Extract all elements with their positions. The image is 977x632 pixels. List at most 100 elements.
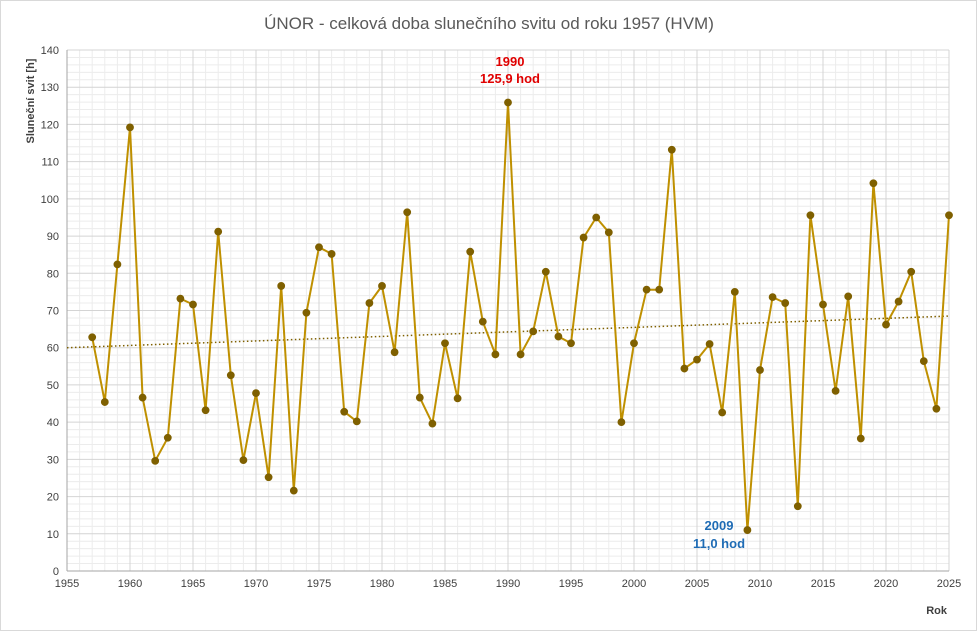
data-point [277,282,286,290]
data-point [226,371,235,380]
x-axis-title: Rok [926,605,948,617]
data-point [289,486,298,495]
x-tick-label: 1965 [181,578,205,590]
data-point [554,332,563,341]
y-tick-label: 100 [41,194,59,206]
data-point [680,364,689,373]
data-point [201,406,210,415]
y-tick-label: 50 [47,380,59,392]
x-tick-labels: 1955 1960 1965 1970 1975 1980 1985 1990 1995 2000… [55,578,961,590]
y-tick-label: 40 [47,417,59,429]
data-point [138,393,147,402]
data-point [806,211,815,220]
x-tick-label: 2020 [874,578,898,590]
data-point [768,293,777,302]
x-tick-label: 1970 [244,578,268,590]
x-tick-label: 1975 [307,578,331,590]
trendline-line [66,315,950,349]
data-point [491,350,500,359]
x-tick-label: 2010 [748,578,772,590]
data-point [869,179,878,188]
data-point [541,267,550,276]
y-tick-labels: 0 10 20 30 40 50 60 70 80 90 100 110 120 130 140 [41,45,59,578]
data-point [516,350,525,359]
data-point [693,355,701,364]
y-tick-label: 140 [41,45,59,57]
major-gridlines [66,49,950,572]
x-tick-label: 2005 [685,578,709,590]
data-point [163,433,172,442]
y-tick-label: 30 [47,454,59,466]
data-point [756,366,764,374]
y-axis-title: Sluneční svit [h] [25,58,37,143]
y-tick-label: 90 [47,231,59,243]
data-point [819,300,827,309]
x-tick-label: 1990 [496,578,520,590]
data-point [567,339,575,348]
data-point [882,320,890,329]
data-point [743,526,752,534]
data-point [100,398,109,406]
data-point [365,299,374,307]
data-point [252,389,260,398]
data-point [730,287,739,296]
y-tick-label: 80 [47,268,59,280]
y-tick-label: 0 [53,566,59,578]
x-tick-label: 2025 [937,578,961,590]
axes [66,50,949,572]
data-point [504,98,512,107]
y-tick-label: 120 [41,119,59,131]
x-tick-label: 1980 [370,578,394,590]
data-point [630,339,638,348]
x-tick-label: 1960 [118,578,142,590]
data-point [592,213,601,222]
data-point [579,233,588,242]
annotation-min-value: 11,0 hod [693,536,745,551]
data-point [176,294,185,303]
data-point [378,282,386,290]
annotation-min-year: 2009 [705,518,734,533]
chart-title: ÚNOR - celková doba slunečního svitu od … [264,14,714,33]
data-point [478,317,487,326]
annotation-max-year: 1990 [496,54,525,69]
data-point [403,208,412,217]
data-point [428,419,437,428]
y-tick-label: 20 [47,492,59,504]
data-point [315,243,323,252]
data-point [919,357,928,366]
x-tick-label: 2015 [811,578,835,590]
x-tick-label: 1995 [559,578,583,590]
data-point [453,394,462,403]
x-tick-label: 1955 [55,578,79,590]
annotation-max-value: 125,9 hod [480,71,540,86]
data-point [617,418,626,427]
series-markers [88,98,953,534]
data-point [844,292,853,301]
data-point [390,348,399,357]
data-point [151,456,160,465]
y-tick-label: 130 [41,82,59,94]
data-point [831,386,840,395]
data-point [340,407,349,416]
data-point [604,228,613,237]
data-point [415,393,424,402]
data-point [441,339,449,348]
y-tick-label: 60 [47,343,59,355]
data-point [264,473,273,482]
data-point [907,267,916,276]
data-point [113,260,122,269]
data-point [214,227,223,236]
y-tick-label: 10 [47,529,59,541]
data-point [126,123,134,132]
data-point [642,285,651,294]
x-tick-label: 1985 [433,578,457,590]
data-point [894,297,903,306]
data-point [189,300,197,309]
data-point [793,502,802,511]
data-point [932,404,941,413]
data-point [88,333,97,342]
data-point [667,145,676,154]
data-point [655,285,664,294]
